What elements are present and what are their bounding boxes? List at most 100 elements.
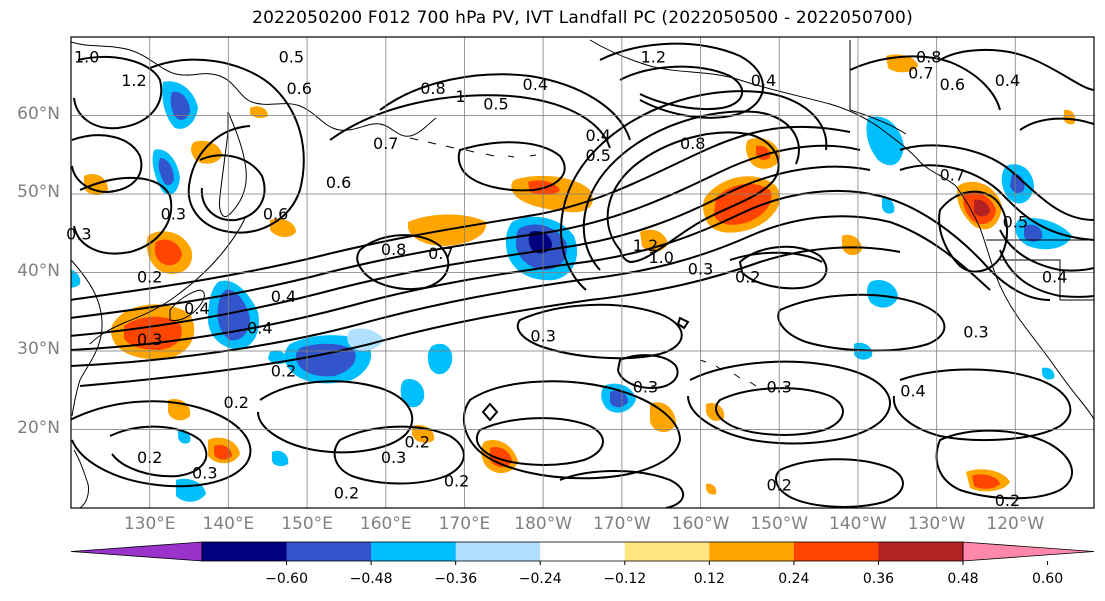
contour-label: 0.4: [523, 75, 548, 94]
contour-label: 0.4: [247, 318, 272, 337]
contour-label: 0.3: [66, 224, 91, 243]
contour-label: 0.2: [405, 432, 430, 451]
pv-contour-line: [475, 417, 604, 466]
colorbar-segment: [878, 542, 964, 561]
contour-label: 0.3: [633, 377, 658, 396]
pv-contour-line: [899, 164, 1094, 241]
contour-label: 0.2: [271, 362, 296, 381]
contour-label: 0.6: [940, 75, 965, 94]
colorbar-segment: [202, 542, 288, 561]
colorbar-tick-label: 0.48: [947, 571, 979, 587]
pv-contour-line: [71, 125, 851, 301]
contour-label: 0.7: [373, 134, 398, 153]
contour-label: 0.5: [586, 146, 611, 165]
positive-anomaly-patch: [84, 54, 1076, 495]
colorbar-segment: [455, 542, 541, 561]
latitude-label: 40°N: [17, 260, 60, 281]
pv-contour-line: [892, 368, 1072, 442]
contour-label: 1.0: [648, 248, 673, 267]
pv-contour-line: [1019, 117, 1094, 131]
pv-contour-line: [71, 134, 143, 194]
map-title: 2022050200 F012 700 hPa PV, IVT Landfall…: [252, 8, 913, 28]
pv-contour-line: [606, 131, 780, 264]
contour-label: 0.8: [680, 134, 705, 153]
longitude-label: 150°W: [750, 514, 809, 534]
pv-contour-line: [109, 425, 208, 478]
contour-label: 1: [455, 87, 465, 106]
colorbar-tick-label: 0.36: [862, 571, 895, 587]
colorbar-tick-label: −0.48: [349, 571, 393, 587]
pv-contour-line: [516, 303, 683, 360]
colorbar-tick-label: −0.12: [603, 571, 647, 587]
colorbar-tick-label: −0.24: [518, 571, 562, 587]
latitude-label: 30°N: [17, 339, 60, 359]
contour-label: 0.3: [688, 260, 713, 279]
contour-label: 0.6: [326, 173, 351, 192]
contour-label: 0.6: [286, 79, 311, 98]
pv-contour-line: [559, 470, 684, 508]
longitude-label: 140°W: [829, 514, 887, 534]
alaska-coastline: [589, 39, 957, 187]
pv-contour-line: [329, 94, 611, 149]
negative-anomaly-patch: [152, 149, 180, 195]
pv-contours: [71, 42, 1094, 508]
pv-contour-line: [356, 234, 450, 290]
pv-contour-line: [738, 245, 828, 290]
contour-label: 0.5: [279, 48, 304, 67]
colorbar-segment: [624, 542, 710, 561]
pv-contour-line: [71, 215, 991, 367]
north-america-west-coastline: [955, 185, 1094, 421]
pv-contour-line: [582, 110, 800, 271]
longitude-label: 140°E: [202, 514, 255, 534]
colorbar-tick-label: 0.12: [693, 571, 725, 587]
coastlines: [71, 39, 1094, 508]
longitude-label: 130°W: [907, 514, 966, 534]
negative-anomaly-patch: [866, 116, 904, 166]
philippines-coastline: [73, 449, 89, 508]
contour-label: 0.7: [940, 165, 965, 184]
pv-contour-line: [599, 42, 764, 119]
latitude-label: 60°N: [17, 103, 60, 124]
negative-anomaly-patch: [601, 383, 636, 413]
graticule: [71, 37, 1094, 508]
contour-label: 1.2: [641, 48, 666, 67]
longitude-label: 180°W: [514, 514, 573, 534]
pv-contour-line: [619, 65, 744, 111]
pv-contour-line: [71, 144, 861, 319]
contour-label: 0.2: [995, 491, 1020, 510]
longitude-label: 160°W: [671, 514, 730, 534]
contour-label: 0.8: [916, 48, 941, 67]
colorbar-segment: [709, 542, 795, 561]
contour-label: 0.2: [735, 267, 760, 286]
contour-label: 0.3: [161, 205, 186, 224]
pv-contour-line: [457, 141, 566, 192]
contour-label: 0.4: [184, 299, 209, 318]
negative-anomaly-patch: [400, 378, 425, 408]
pv-contour-line: [775, 458, 904, 508]
pv-contour-line: [939, 49, 1094, 91]
longitude-label: 170°E: [438, 514, 491, 534]
asia-coastline: [71, 41, 437, 137]
longitude-label: 150°E: [281, 514, 333, 534]
pv-contour-line: [73, 56, 163, 130]
contour-label: 0.3: [530, 326, 555, 345]
positive-anomaly-patch: [966, 469, 1010, 492]
contour-label: 0.4: [900, 381, 925, 400]
contour-labels: 1.01.20.50.6 0.8 1 0.50.41.20.40.80.70.6 0.4…: [66, 48, 1067, 511]
contour-label: 0.4: [271, 287, 296, 306]
longitude-label: 160°E: [359, 514, 412, 534]
negative-anomaly-patch: [505, 216, 578, 281]
contour-label: 0.2: [224, 393, 249, 412]
contour-label: 0.5: [1003, 212, 1028, 231]
colorbar-min-extension: [70, 541, 203, 562]
colorbar-segment: [540, 542, 626, 561]
us-canada-border: [986, 239, 1094, 301]
contour-label: 1.2: [633, 236, 658, 255]
pv-contour-line: [899, 144, 1094, 221]
colorbar-segment: [371, 542, 457, 561]
colorbar-tick-label: −0.36: [434, 571, 478, 587]
contour-label: 0.3: [963, 322, 988, 341]
positive-anomaly-patch: [191, 140, 222, 164]
negative-anomaly-patch: [162, 81, 198, 129]
